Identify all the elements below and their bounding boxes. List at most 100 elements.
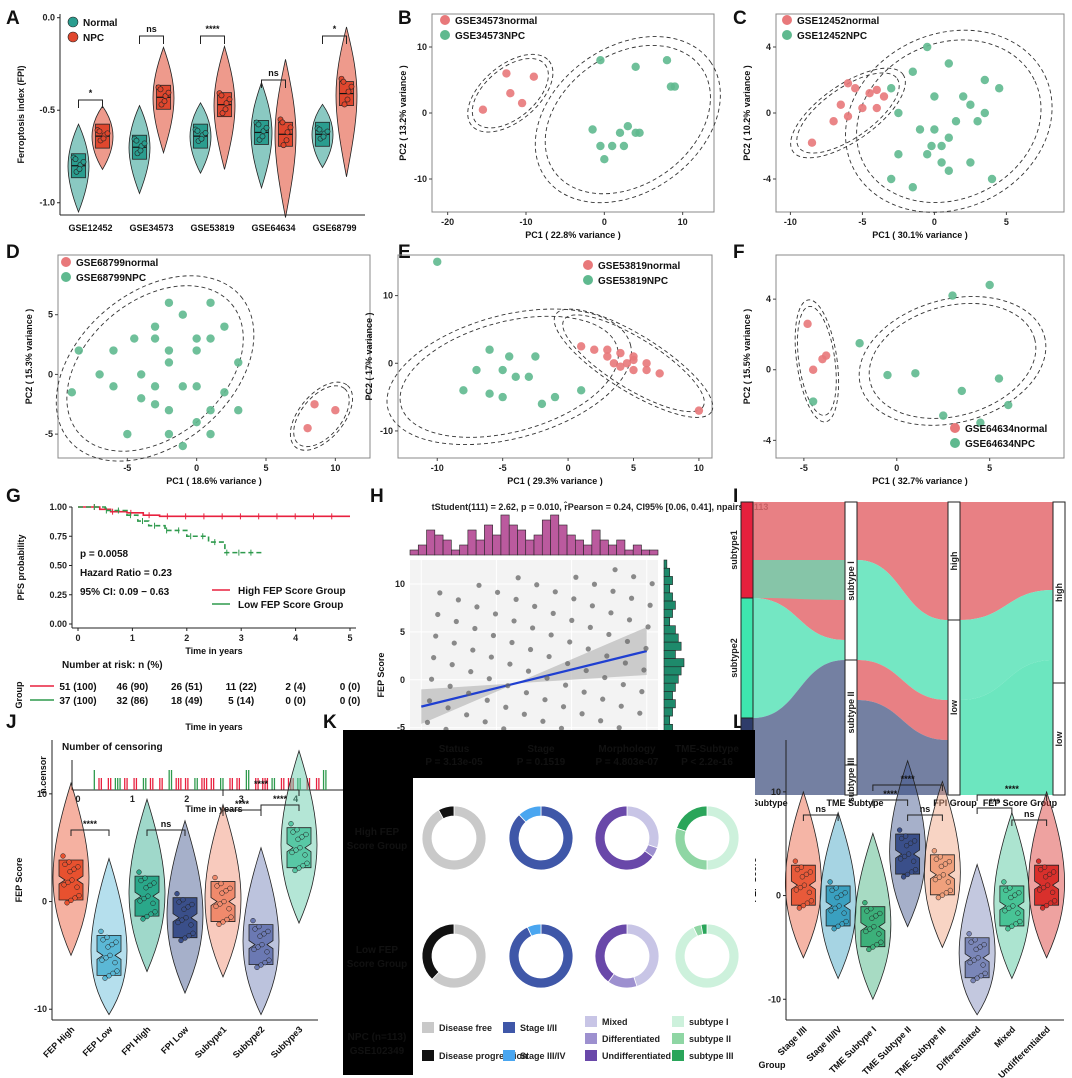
jitter-point — [138, 877, 144, 884]
data-point — [192, 382, 201, 391]
data-point — [449, 662, 455, 668]
data-point — [872, 85, 881, 95]
jitter-point — [252, 926, 258, 932]
jitter-point — [1001, 879, 1007, 885]
sankey-node-label: high — [1054, 583, 1064, 602]
jitter-point — [868, 906, 874, 912]
data-point — [137, 370, 146, 379]
column-title: Morphology — [598, 744, 656, 755]
jitter-point — [202, 130, 209, 136]
data-point — [531, 352, 540, 361]
significance-label: ns — [815, 804, 826, 814]
legend-label: GSE64634normal — [965, 424, 1047, 435]
y-tick-label: 5 — [48, 310, 53, 320]
censor-x-tick: 2 — [184, 794, 189, 804]
jitter-point — [970, 977, 976, 984]
data-point — [883, 370, 892, 380]
data-point — [642, 359, 651, 368]
significance-bracket — [260, 804, 300, 811]
legend-label: Undifferentiated — [602, 1051, 671, 1061]
x-category-label: GSE34573 — [129, 223, 173, 233]
jitter-point — [293, 847, 299, 853]
y-tick-label: -4 — [763, 435, 771, 445]
panel-letter-C: C — [733, 8, 747, 29]
histogram-bar-top — [649, 549, 659, 556]
data-point — [980, 108, 989, 118]
y-tick-label: -10 — [380, 426, 393, 436]
jitter-point — [968, 939, 974, 945]
histogram-bar-top — [591, 529, 601, 556]
y-tick-label: 4 — [766, 42, 771, 52]
significance-label: *** — [989, 797, 1000, 807]
histogram-bar-side — [663, 674, 679, 684]
data-point — [930, 125, 939, 134]
jitter-point — [71, 866, 77, 872]
jitter-point — [256, 923, 262, 930]
data-point — [503, 704, 509, 710]
jitter-point — [65, 879, 71, 886]
data-point — [433, 257, 442, 266]
significance-bracket — [802, 814, 839, 821]
x-axis-label: PC1 ( 18.6% variance ) — [166, 476, 262, 486]
histogram-bar-top — [426, 529, 436, 556]
jitter-point — [978, 973, 984, 979]
y-tick-label: 0.0 — [42, 13, 55, 23]
data-point — [569, 617, 575, 623]
data-point — [67, 388, 77, 397]
risk-cell: 51 (100) — [59, 682, 96, 693]
jitter-point — [109, 941, 115, 948]
y-tick-label: 0.00 — [49, 619, 67, 629]
data-point — [511, 618, 517, 624]
jitter-point — [841, 910, 847, 916]
x-category-label: FPI Low — [159, 1024, 191, 1056]
data-point — [629, 365, 638, 375]
y-tick-label: -4 — [763, 174, 771, 184]
jitter-point — [157, 86, 164, 93]
jitter-point — [141, 140, 148, 147]
jitter-point — [1039, 905, 1046, 911]
jitter-point — [904, 871, 911, 878]
jitter-point — [174, 891, 180, 897]
data-point — [550, 392, 560, 402]
jitter-point — [302, 852, 308, 858]
jitter-point — [198, 135, 205, 142]
y-axis-label: Ferroptosis index (FPI) — [16, 65, 26, 163]
stat-subtitle: tStudent(111) = 2.62, p = 0.010, r̂Pears… — [432, 501, 769, 512]
jitter-point — [1044, 882, 1051, 888]
jitter-point — [254, 964, 260, 971]
column-p-value: P < 2.2e-16 — [681, 757, 733, 768]
y-tick-label: -10 — [768, 994, 781, 1004]
data-point — [631, 574, 637, 580]
significance-bracket — [322, 35, 347, 44]
jitter-point — [1046, 871, 1053, 878]
jitter-point — [876, 931, 882, 937]
x-tick-label: 5 — [1004, 217, 1009, 227]
data-point — [492, 611, 499, 617]
data-point — [588, 125, 597, 134]
significance-bracket — [78, 99, 103, 108]
significance-bracket — [907, 814, 943, 821]
x-tick-label: 0 — [894, 463, 899, 473]
jitter-point — [900, 874, 907, 880]
jitter-point — [100, 135, 107, 142]
significance-label: **** — [1005, 784, 1020, 794]
jitter-point — [1015, 910, 1021, 916]
data-point — [585, 646, 591, 652]
data-point — [894, 108, 903, 118]
data-point — [532, 603, 538, 609]
jitter-point — [320, 133, 327, 140]
x-group-label: Group — [759, 1060, 786, 1070]
data-point — [521, 711, 527, 717]
jitter-point — [977, 944, 983, 950]
x-tick-label: 3 — [239, 633, 244, 643]
data-point — [908, 67, 917, 76]
jitter-point — [257, 933, 263, 939]
x-tick-label: -5 — [858, 217, 866, 227]
sankey-node-label: subtype2 — [729, 638, 739, 678]
data-point — [558, 725, 565, 731]
data-point — [506, 89, 515, 98]
jitter-point — [152, 909, 158, 915]
legend-marker — [67, 31, 79, 43]
jitter-point — [67, 868, 73, 875]
